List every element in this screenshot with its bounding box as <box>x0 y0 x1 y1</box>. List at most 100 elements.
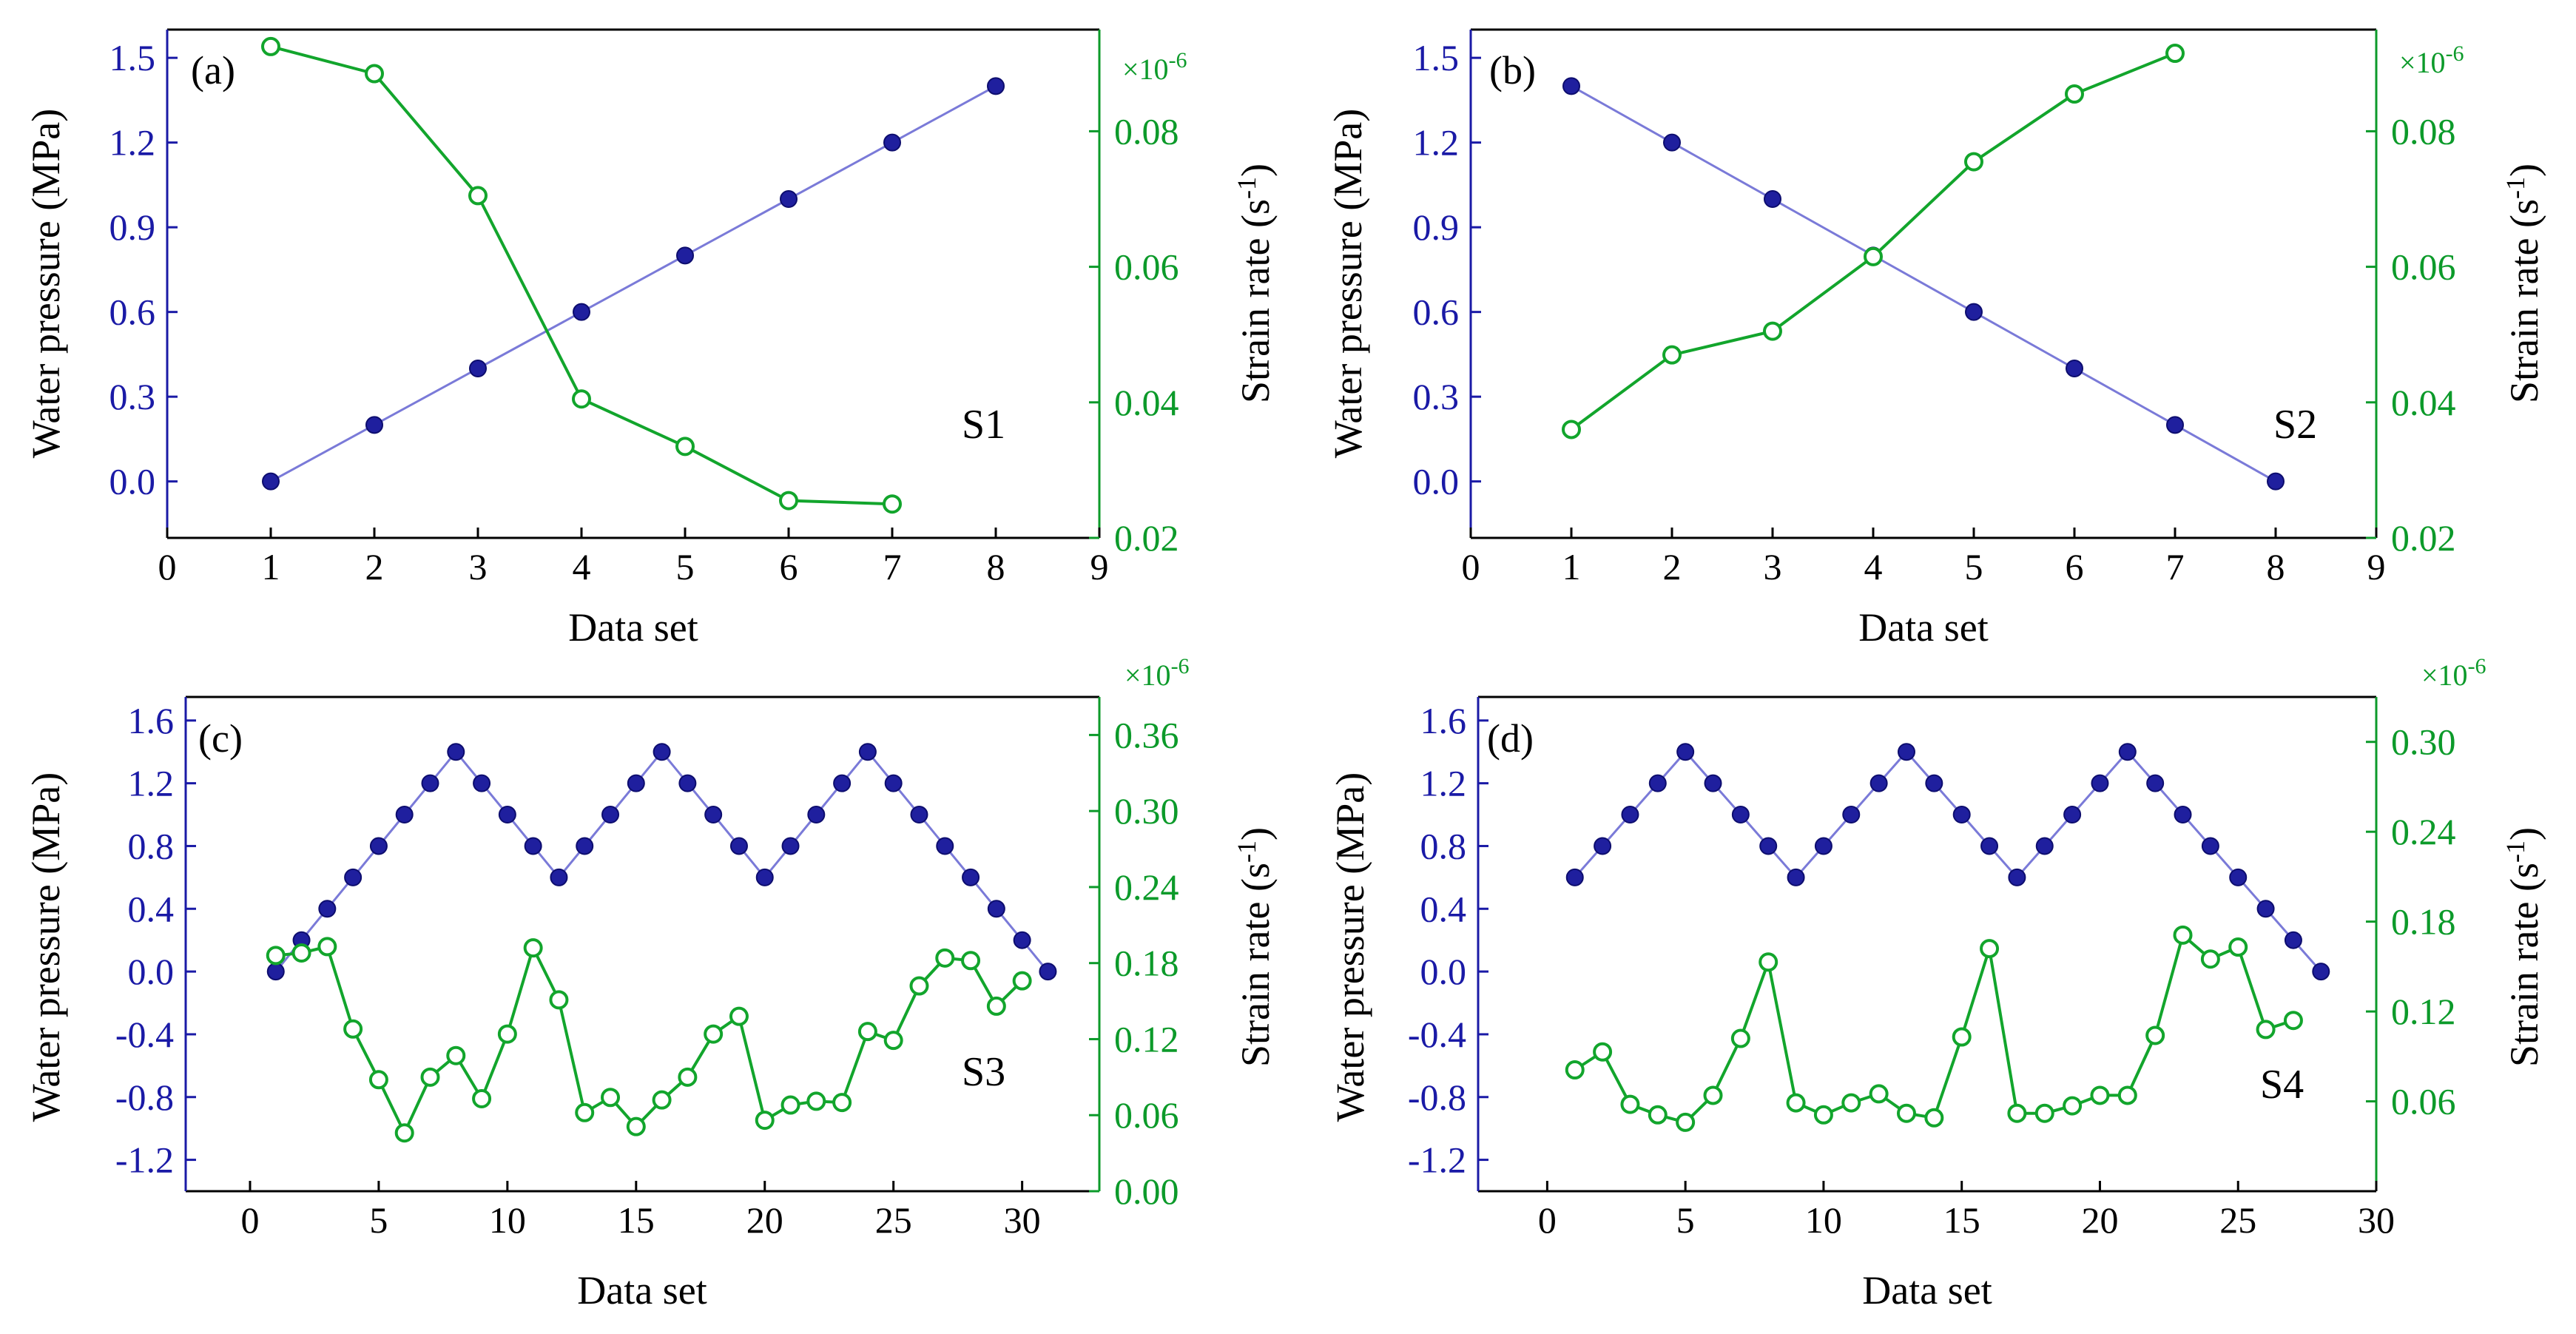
water-pressure-point <box>550 868 568 886</box>
strain-rate-point <box>368 1070 388 1090</box>
strain-rate-point <box>1813 1105 1833 1125</box>
right-tick-label: 0.06 <box>1114 246 1179 288</box>
left-tick-label: 1.2 <box>109 122 156 164</box>
water-pressure-point <box>2284 931 2302 949</box>
left-tick-label: 0.6 <box>109 292 156 333</box>
right-axis-multiplier: ×10-6 <box>2421 654 2486 692</box>
strain-rate-point <box>317 937 337 957</box>
water-pressure-point <box>781 837 800 855</box>
strain-rate-point <box>1730 1028 1750 1048</box>
strain-rate-point <box>675 437 695 457</box>
right-tick-label: 0.12 <box>1114 1018 1179 1060</box>
strain-rate-point <box>883 494 902 514</box>
water-pressure-point <box>807 806 826 824</box>
strain-rate-point <box>2200 949 2220 969</box>
x-tick-label: 7 <box>883 546 902 587</box>
water-pressure-point <box>344 868 363 886</box>
water-pressure-point <box>962 868 980 886</box>
strain-rate-point <box>1562 420 1581 439</box>
water-pressure-point <box>780 190 798 208</box>
left-tick-label: 0.3 <box>1413 376 1460 417</box>
x-tick-label: 2 <box>1663 546 1682 587</box>
left-tick-label: -1.2 <box>1408 1139 1466 1181</box>
left-tick-label: -1.2 <box>115 1139 174 1181</box>
panel-label: (d) <box>1487 716 1534 761</box>
strain-rate-point <box>1565 1060 1585 1080</box>
water-pressure-point <box>987 77 1005 95</box>
left-tick-label: 1.5 <box>109 37 156 78</box>
water-pressure-point <box>1952 806 1971 824</box>
x-tick-label: 1 <box>1562 546 1581 587</box>
water-pressure-point <box>858 743 877 761</box>
left-tick-label: 1.5 <box>1413 37 1460 78</box>
water-pressure-point <box>447 743 465 761</box>
water-pressure-point <box>1759 837 1778 855</box>
water-pressure-point <box>729 837 748 855</box>
water-pressure-point <box>2229 868 2248 886</box>
strain-rate-point <box>1786 1093 1806 1113</box>
right-tick-label: 0.30 <box>2391 721 2456 763</box>
water-pressure-point <box>2312 963 2330 981</box>
right-axis-title: Strain rate (s-1) <box>2501 827 2546 1067</box>
right-tick-label: 0.06 <box>2391 246 2456 288</box>
left-tick-label: 1.2 <box>1420 763 1467 804</box>
water-pressure-point <box>601 806 620 824</box>
water-pressure-point <box>2008 868 2026 886</box>
strain-rate-point <box>986 996 1006 1016</box>
strain-rate-point <box>2173 925 2193 945</box>
strain-rate-point <box>468 186 488 206</box>
strain-rate-point <box>1759 952 1778 972</box>
strain-rate-point <box>572 389 591 409</box>
left-tick-label: 0.0 <box>109 461 156 502</box>
water-pressure-point <box>473 774 491 792</box>
strain-rate-point <box>575 1102 595 1122</box>
series-annotation: S1 <box>962 402 1005 448</box>
strain-rate-point <box>1896 1103 1916 1123</box>
right-tick-label: 0.36 <box>1114 714 1179 755</box>
strain-rate-point <box>2165 44 2185 64</box>
strain-rate-point <box>806 1091 826 1111</box>
x-tick-label: 15 <box>1943 1199 1980 1241</box>
strain-rate-point <box>652 1090 672 1110</box>
water-pressure-point <box>987 900 1005 918</box>
water-pressure-point <box>1039 963 1057 981</box>
left-tick-label: -0.4 <box>1408 1014 1466 1055</box>
strain-rate-point <box>729 1006 749 1026</box>
left-tick-label: -0.4 <box>115 1014 174 1055</box>
water-pressure-line <box>1571 84 2276 483</box>
x-tick-label: 1 <box>262 546 280 587</box>
left-tick-label: 0.0 <box>128 951 175 992</box>
water-pressure-point <box>2063 806 2082 824</box>
x-tick-label: 9 <box>1090 546 1109 587</box>
strain-rate-point <box>1980 939 2000 959</box>
water-pressure-point <box>910 806 928 824</box>
water-pressure-point <box>421 774 439 792</box>
water-pressure-point <box>369 837 388 855</box>
x-tick-label: 9 <box>2367 546 2386 587</box>
water-pressure-line <box>274 749 1049 973</box>
right-tick-label: 0.18 <box>2391 901 2456 943</box>
right-axis-multiplier: ×10-6 <box>2399 41 2464 79</box>
x-tick-label: 7 <box>2166 546 2185 587</box>
water-pressure-point <box>653 743 671 761</box>
water-pressure-point <box>2256 900 2275 918</box>
left-tick-label: 0.9 <box>1413 206 1460 248</box>
strain-rate-point <box>497 1024 517 1044</box>
water-pressure-point <box>1764 190 1781 208</box>
water-pressure-point <box>936 837 954 855</box>
water-pressure-point <box>2066 360 2083 377</box>
strain-rate-point <box>549 990 569 1010</box>
right-tick-label: 0.04 <box>2391 382 2456 423</box>
right-tick-label: 0.24 <box>1114 866 1179 908</box>
right-tick-label: 0.18 <box>1114 943 1179 984</box>
panel-label: (c) <box>198 716 243 761</box>
right-axis-title: Strain rate (s-1) <box>1232 827 1278 1067</box>
x-tick-label: 20 <box>2081 1199 2118 1241</box>
strain-rate-point <box>780 1095 800 1115</box>
strain-rate-point <box>704 1024 724 1044</box>
x-tick-label: 2 <box>365 546 384 587</box>
chart-panel-s2: 0 1 2 3 4 5 6 7 8 9 0.0 0.3 0.6 0.9 1.2 1.5 0.02 0.04 0.06… <box>1326 28 2546 650</box>
water-pressure-point <box>1897 743 1915 761</box>
strain-rate-line <box>1574 932 2294 1125</box>
water-pressure-point <box>704 806 723 824</box>
